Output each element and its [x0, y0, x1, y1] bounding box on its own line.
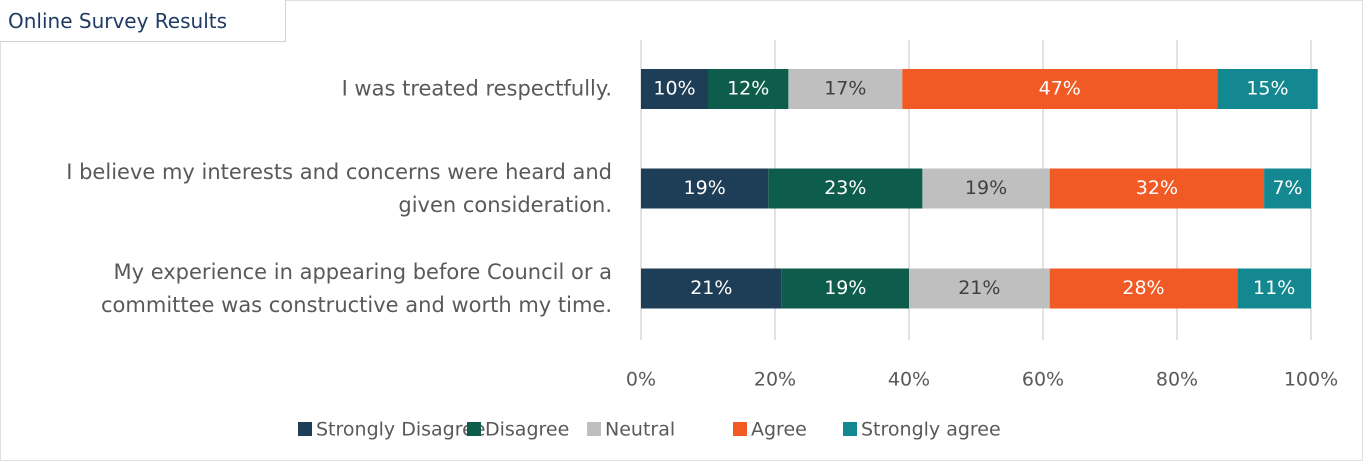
- data-label: 7%: [1272, 177, 1302, 199]
- legend-swatch: [467, 422, 481, 436]
- x-tick-label: 80%: [1156, 369, 1198, 391]
- legend-label: Strongly agree: [861, 419, 1001, 441]
- data-label: 21%: [958, 277, 1000, 299]
- category-label: I was treated respectfully.: [341, 76, 612, 101]
- data-label: 19%: [965, 177, 1007, 199]
- legend-swatch: [298, 422, 312, 436]
- data-label: 19%: [684, 177, 726, 199]
- legend-swatch: [843, 422, 857, 436]
- data-label: 23%: [824, 177, 866, 199]
- bar-segment: [641, 69, 708, 109]
- chart-title: Online Survey Results: [0, 0, 286, 42]
- x-tick-label: 0%: [626, 369, 656, 391]
- legend-label: Strongly Disagree: [316, 419, 485, 441]
- legend-swatch: [587, 422, 601, 436]
- data-label: 15%: [1246, 78, 1288, 100]
- bar-segment: [902, 69, 1218, 109]
- data-label: 32%: [1136, 177, 1178, 199]
- bar-segment: [922, 168, 1050, 209]
- legend-label: Neutral: [605, 419, 675, 441]
- data-label: 19%: [824, 277, 866, 299]
- x-tick-label: 60%: [1022, 369, 1064, 391]
- x-tick-label: 20%: [754, 369, 796, 391]
- bar-segment: [1237, 268, 1311, 309]
- bar-segment: [781, 268, 909, 309]
- category-label: My experience in appearing before Counci…: [101, 259, 612, 317]
- legend-label: Agree: [751, 419, 807, 441]
- data-label: 21%: [690, 277, 732, 299]
- data-label: 10%: [653, 78, 695, 100]
- bar-segment: [788, 69, 903, 109]
- data-label: 11%: [1253, 277, 1295, 299]
- x-tick-label: 40%: [888, 369, 930, 391]
- data-label: 12%: [727, 78, 769, 100]
- legend-label: Disagree: [485, 419, 569, 441]
- bar-segment: [768, 168, 923, 209]
- bar-segment: [1049, 268, 1238, 309]
- legend-swatch: [733, 422, 747, 436]
- data-label: 17%: [824, 78, 866, 100]
- data-label: 47%: [1039, 78, 1081, 100]
- category-label: I believe my interests and concerns were…: [66, 159, 612, 217]
- data-label: 28%: [1122, 277, 1164, 299]
- bar-segment: [1264, 168, 1311, 209]
- x-tick-label: 100%: [1284, 369, 1338, 391]
- bar-segment: [708, 69, 789, 109]
- bar-segment: [641, 268, 782, 309]
- bar-segment: [909, 268, 1050, 309]
- bar-segment: [641, 168, 769, 209]
- bar-segment: [1217, 69, 1318, 109]
- bar-segment: [1049, 168, 1265, 209]
